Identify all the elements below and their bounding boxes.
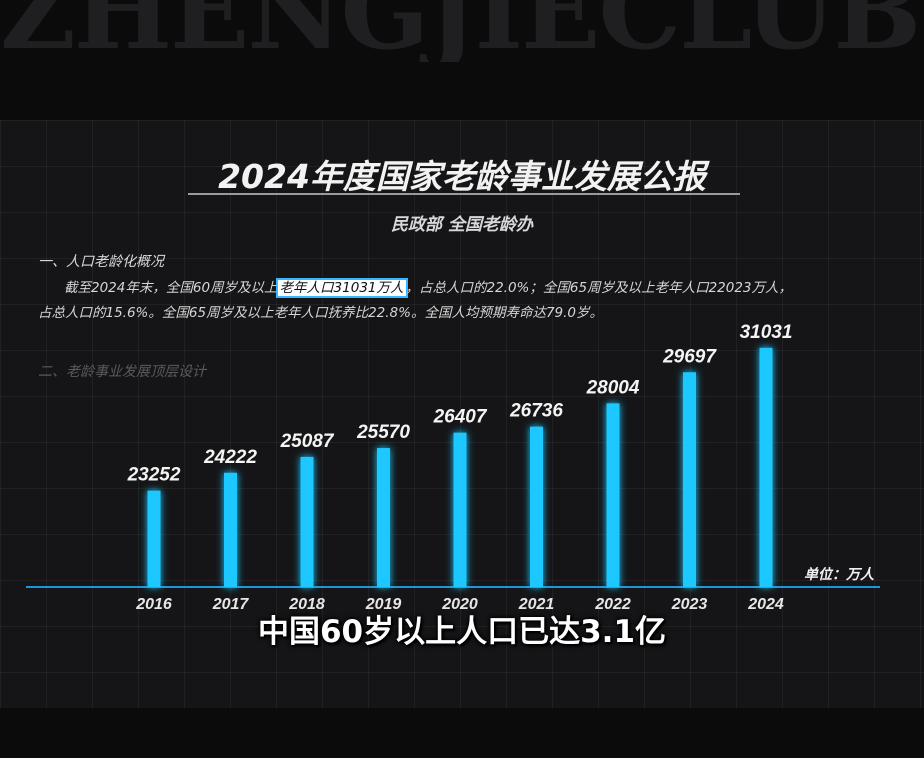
bar-2018 <box>300 456 314 587</box>
value-label-2022: 28004 <box>586 377 640 398</box>
value-label-2023: 29697 <box>662 346 717 367</box>
para-text-post: ，占总人口的22.0%；全国65周岁及以上老年人口22023万人， <box>405 280 793 296</box>
title-underline <box>188 193 740 195</box>
unit-label: 单位：万人 <box>804 567 874 583</box>
watermark-text: ZHENGJIECLUB <box>0 0 921 62</box>
category-label-2021: 2021 <box>518 596 555 613</box>
report-title: 2024年度国家老龄事业发展公报 <box>218 157 706 196</box>
category-label-2023: 2023 <box>671 596 708 613</box>
bar-2022 <box>606 403 620 587</box>
value-label-2018: 25087 <box>280 431 335 452</box>
value-label-2021: 26736 <box>509 401 563 422</box>
bar-2024 <box>759 347 773 587</box>
bar-2017 <box>224 472 237 587</box>
top-band <box>0 0 924 120</box>
highlighted-figure: 老年人口31031万人 <box>277 280 406 296</box>
summary-paragraph: 截至2024年末，全国60周岁及以上 老年人口31031万人 ，占总人口的22.0%… <box>38 276 888 326</box>
bar-2016 <box>147 490 161 587</box>
para-text-pre: 截至2024年末，全国60周岁及以上 <box>64 280 278 296</box>
category-label-2022: 2022 <box>594 596 631 613</box>
value-label-2024: 31031 <box>740 322 793 343</box>
bar-2021 <box>530 426 543 587</box>
bar-2019 <box>377 448 390 587</box>
video-caption: 中国60岁以上人口已达3.1亿 <box>257 614 667 650</box>
value-label-2020: 26407 <box>433 407 488 428</box>
bar-2023 <box>683 372 696 587</box>
section-heading-2: 二、老龄事业发展顶层设计 <box>38 364 206 380</box>
para-text-line2: 占总人口的15.6%。全国65周岁及以上老年人口抚养比22.8%。全国人均预期寿… <box>38 305 604 321</box>
category-label-2024: 2024 <box>747 596 784 613</box>
value-label-2019: 25570 <box>356 422 410 443</box>
value-label-2016: 23252 <box>127 465 181 486</box>
section-heading-1: 一、人口老龄化概况 <box>38 254 164 270</box>
category-label-2017: 2017 <box>212 596 250 613</box>
value-label-2017: 24222 <box>203 447 257 468</box>
category-label-2019: 2019 <box>365 596 402 613</box>
category-label-2016: 2016 <box>135 596 172 613</box>
report-subtitle: 民政部 全国老龄办 <box>391 215 533 235</box>
bottom-band <box>0 708 924 758</box>
bar-2020 <box>453 432 467 587</box>
category-label-2018: 2018 <box>288 596 325 613</box>
category-label-2020: 2020 <box>441 596 478 613</box>
